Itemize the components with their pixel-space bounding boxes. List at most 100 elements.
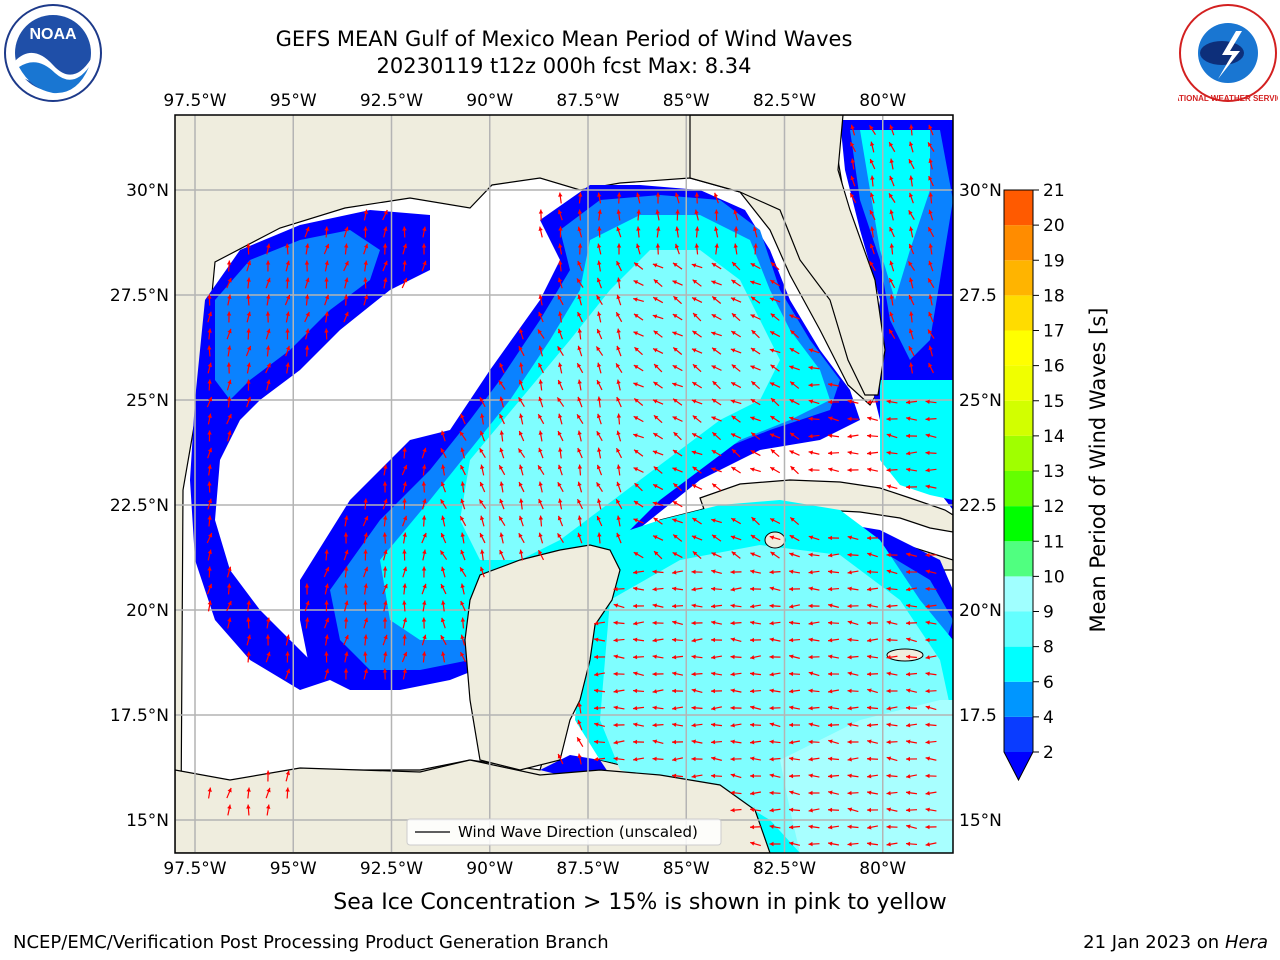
wind-wave-arrow — [905, 620, 918, 626]
wind-wave-arrow — [925, 399, 937, 405]
wind-wave-arrow — [769, 330, 781, 338]
wind-wave-arrow — [847, 434, 859, 439]
wind-wave-arrow — [671, 739, 684, 745]
wind-wave-arrow — [557, 209, 563, 221]
wind-wave-arrow — [324, 311, 329, 323]
wind-wave-arrow — [870, 141, 875, 153]
wind-wave-arrow — [694, 192, 700, 204]
wind-wave-arrow — [789, 329, 800, 339]
colorbar-tick-label: 19 — [1043, 251, 1065, 271]
wind-wave-arrow — [769, 705, 781, 711]
wind-wave-arrow — [905, 756, 918, 762]
wind-wave-arrow — [789, 552, 800, 558]
wind-wave-arrow — [750, 467, 761, 473]
wind-wave-arrow — [828, 739, 839, 745]
wind-wave-arrow — [827, 825, 840, 830]
wind-wave-arrow — [671, 654, 684, 660]
wind-wave-arrow — [769, 586, 781, 592]
wind-wave-arrow — [730, 603, 742, 609]
wind-wave-arrow — [577, 719, 583, 731]
wind-wave-arrow — [928, 243, 933, 255]
wind-wave-arrow — [382, 566, 388, 578]
lat-label-right: 20°N — [959, 601, 1002, 621]
wind-wave-arrow — [847, 757, 859, 762]
wind-wave-arrow — [577, 328, 583, 340]
wind-wave-arrow — [691, 399, 703, 405]
wind-wave-arrow — [847, 671, 859, 676]
wind-wave-arrow — [596, 430, 603, 442]
wind-wave-arrow — [730, 807, 742, 813]
chart-title: GEFS MEAN Gulf of Mexico Mean Period of … — [275, 27, 853, 51]
colorbar-tick-label: 16 — [1043, 357, 1065, 377]
wind-wave-arrow — [866, 535, 879, 541]
wind-wave-arrow — [847, 688, 859, 694]
wind-wave-arrow — [847, 450, 859, 455]
wind-wave-arrow — [769, 603, 781, 609]
wind-wave-arrow — [343, 566, 349, 578]
wind-wave-arrow — [672, 398, 683, 406]
wind-wave-arrow — [769, 688, 781, 693]
wind-wave-arrow — [869, 209, 876, 221]
wind-wave-arrow — [324, 668, 330, 680]
wind-wave-arrow — [672, 313, 683, 321]
wind-wave-arrow — [633, 500, 644, 508]
wind-wave-arrow — [518, 379, 524, 391]
wind-wave-arrow — [866, 790, 879, 795]
wind-wave-arrow — [226, 583, 232, 595]
wind-wave-arrow — [479, 447, 486, 459]
map-frame — [174, 114, 954, 854]
wind-wave-arrow — [577, 702, 582, 714]
wind-wave-arrow — [207, 345, 212, 357]
wind-wave-arrow — [808, 552, 820, 558]
wind-wave-arrow — [343, 617, 349, 629]
wind-wave-arrow — [711, 620, 722, 625]
wind-wave-arrow — [615, 498, 623, 510]
colorbar-segment — [1004, 646, 1033, 682]
wind-wave-arrow — [908, 328, 914, 340]
wind-wave-arrow — [711, 398, 722, 406]
wind-wave-arrow — [517, 448, 526, 458]
wind-wave-arrow — [731, 261, 741, 271]
wind-wave-arrow — [769, 672, 781, 677]
colorbar-segment — [1004, 260, 1033, 296]
wind-wave-arrow — [652, 348, 664, 354]
wind-wave-arrow — [593, 705, 606, 711]
wind-wave-arrow — [577, 260, 583, 272]
wind-wave-arrow — [749, 637, 762, 643]
wind-wave-arrow — [285, 787, 290, 799]
wind-wave-arrow — [246, 260, 252, 272]
wind-wave-arrow — [749, 586, 762, 592]
wind-wave-arrow — [692, 312, 702, 322]
wind-wave-arrow — [827, 553, 840, 558]
wind-wave-arrow — [402, 481, 407, 493]
wind-wave-arrow — [925, 773, 937, 779]
wind-wave-arrow — [479, 566, 485, 578]
wind-wave-arrow — [577, 515, 582, 527]
wind-wave-arrow — [730, 739, 742, 744]
colorbar-tick-label: 11 — [1043, 532, 1065, 552]
wind-wave-arrow — [596, 328, 603, 340]
lat-label-left: 30°N — [126, 181, 169, 201]
wind-wave-arrow — [616, 243, 622, 255]
wind-wave-arrow — [692, 330, 702, 338]
lat-label-right: 17.5 — [959, 706, 997, 726]
wind-wave-arrow — [867, 552, 878, 558]
wind-wave-arrow — [925, 586, 937, 592]
wind-wave-arrow — [558, 226, 563, 238]
wind-wave-arrow — [421, 447, 427, 459]
wind-wave-arrow — [730, 330, 742, 338]
wind-wave-arrow — [869, 260, 876, 272]
wind-wave-arrow — [711, 534, 722, 542]
wind-wave-arrow — [594, 722, 605, 728]
wind-wave-arrow — [866, 399, 879, 405]
wind-wave-arrow — [925, 688, 937, 694]
wind-wave-arrow — [439, 550, 448, 560]
wind-wave-arrow — [827, 535, 840, 541]
wind-wave-arrow — [246, 651, 251, 663]
wind-wave-arrow — [363, 566, 369, 578]
wind-wave-arrow — [905, 433, 918, 439]
wind-wave-arrow — [770, 397, 780, 407]
wind-wave-arrow — [576, 362, 584, 374]
wind-wave-arrow — [266, 804, 271, 816]
wind-wave-arrow — [808, 467, 820, 473]
